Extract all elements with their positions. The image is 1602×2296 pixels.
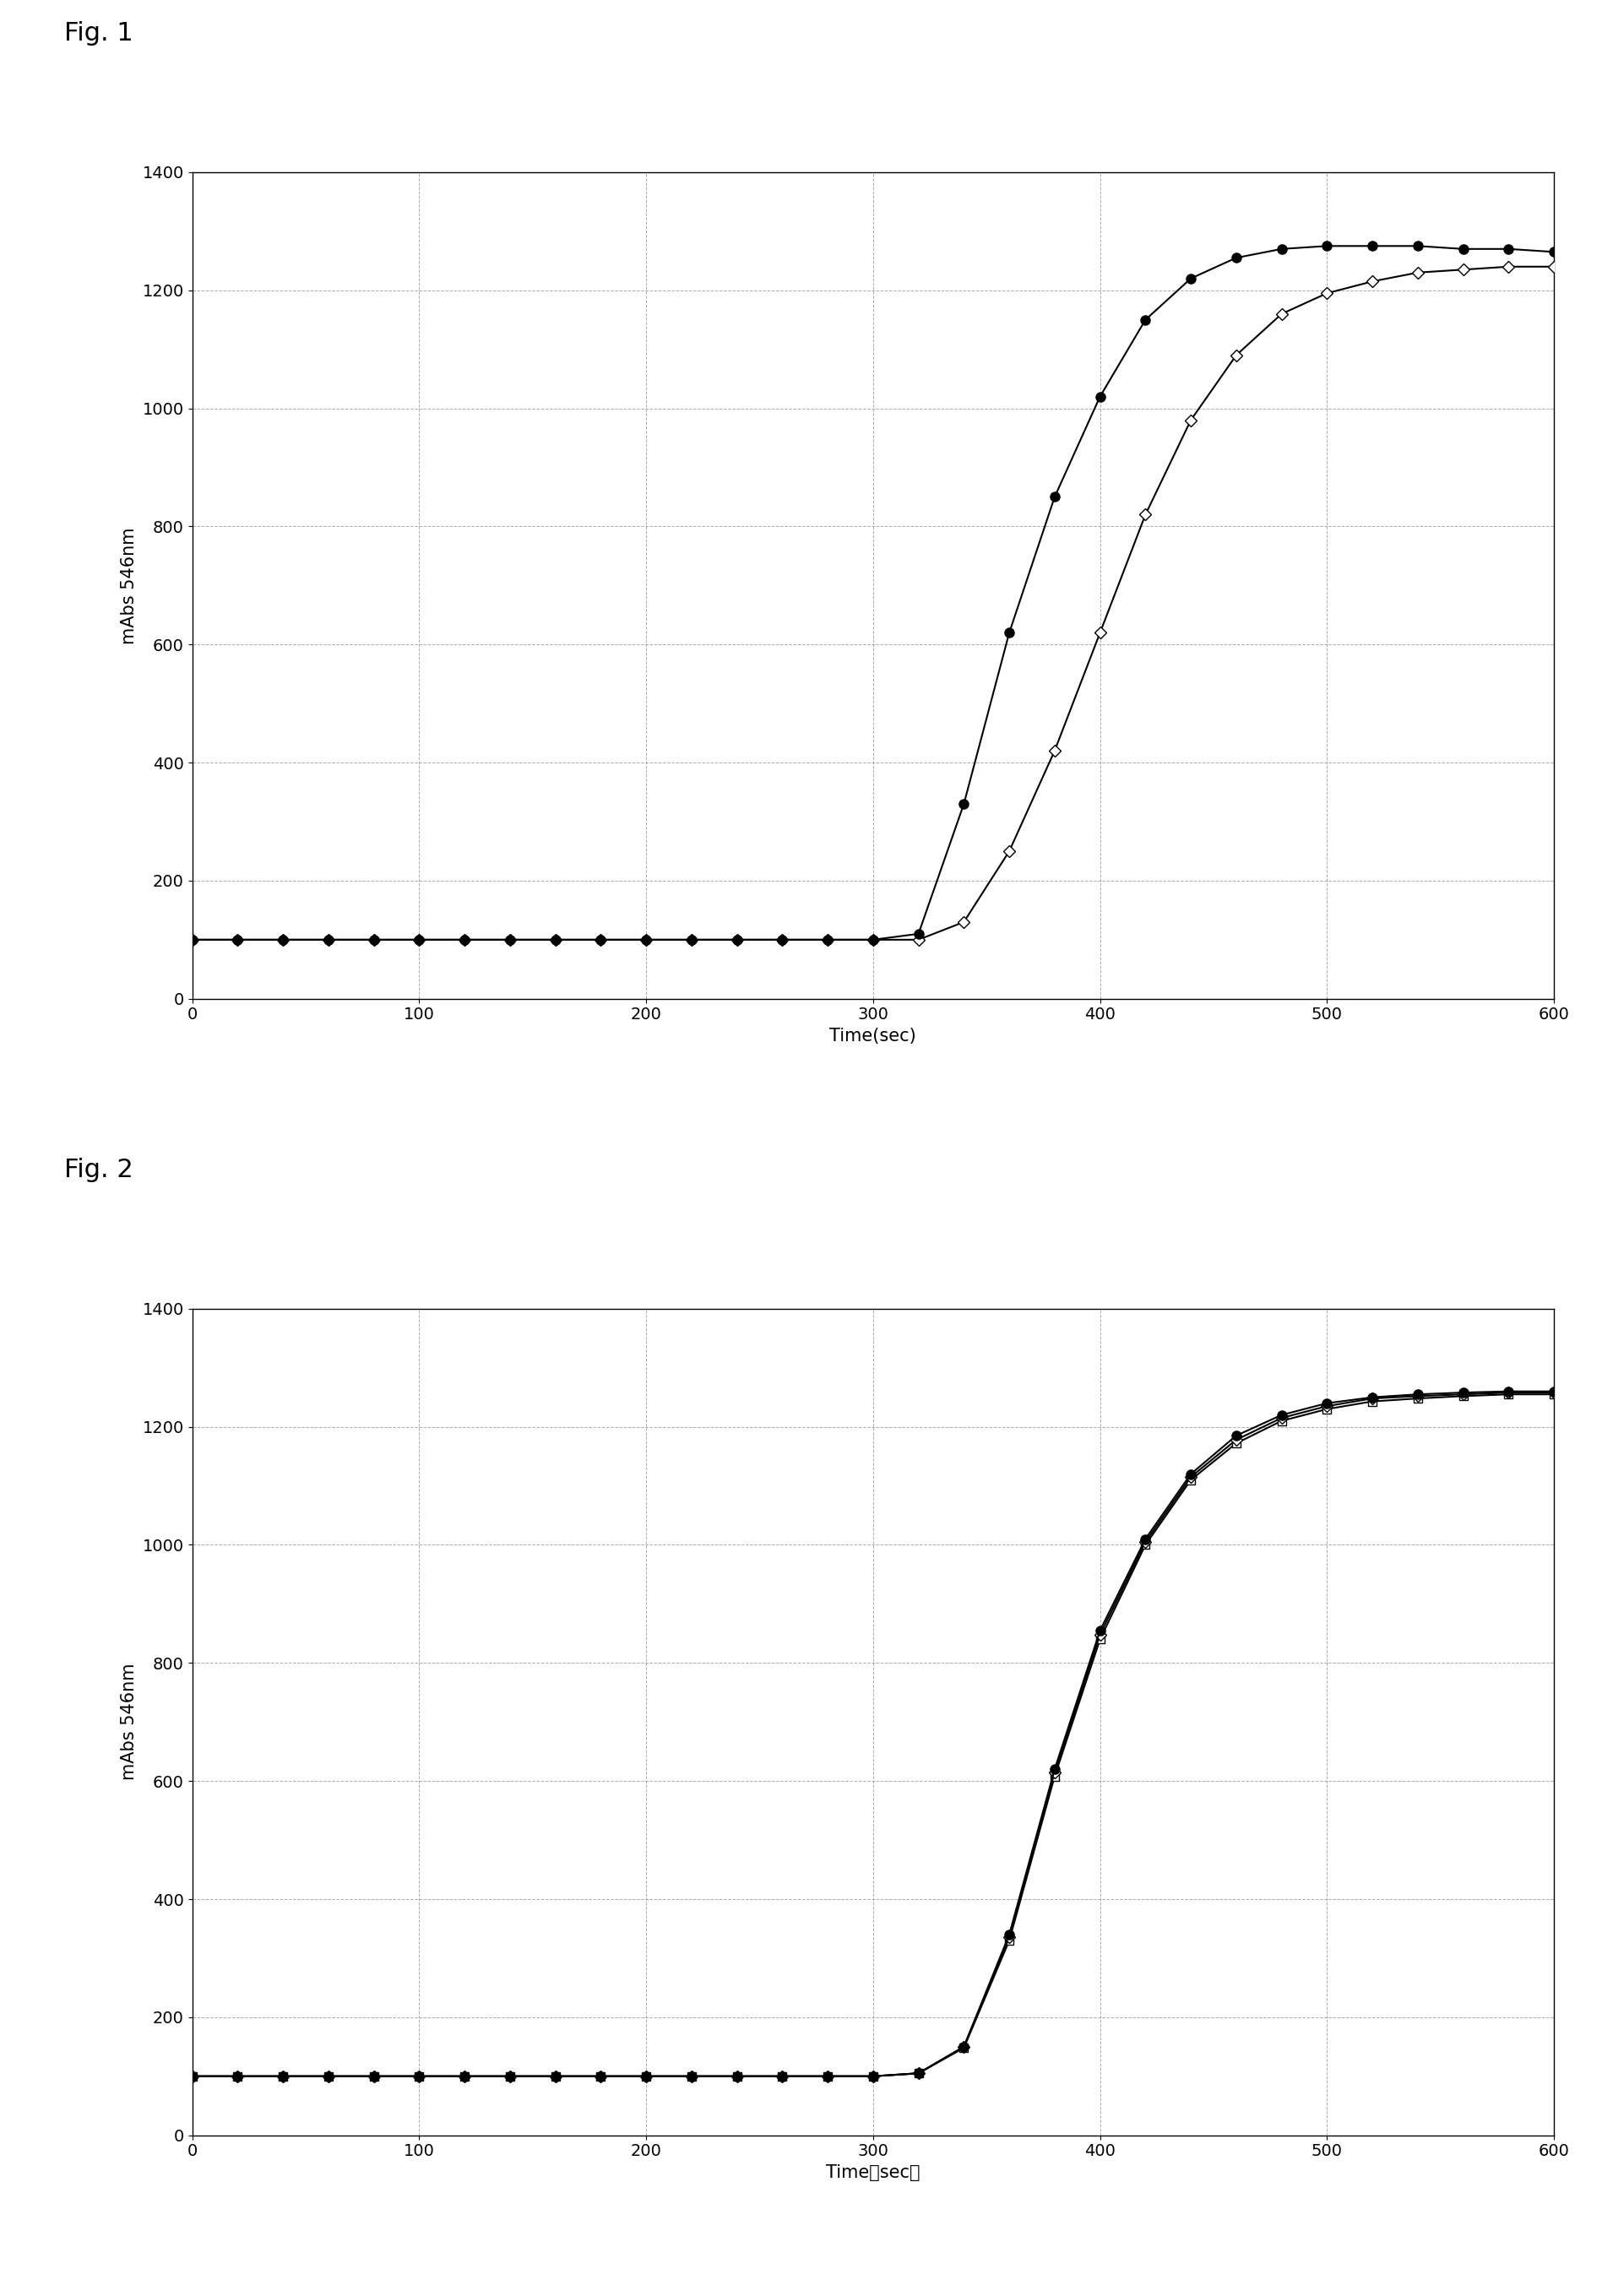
Y-axis label: mAbs 546nm: mAbs 546nm bbox=[120, 528, 138, 643]
Text: Fig. 2: Fig. 2 bbox=[64, 1157, 133, 1182]
X-axis label: Time(sec): Time(sec) bbox=[830, 1029, 916, 1045]
Text: Fig. 1: Fig. 1 bbox=[64, 21, 133, 46]
X-axis label: Time（sec）: Time（sec） bbox=[827, 2165, 920, 2181]
Y-axis label: mAbs 546nm: mAbs 546nm bbox=[120, 1665, 138, 1779]
